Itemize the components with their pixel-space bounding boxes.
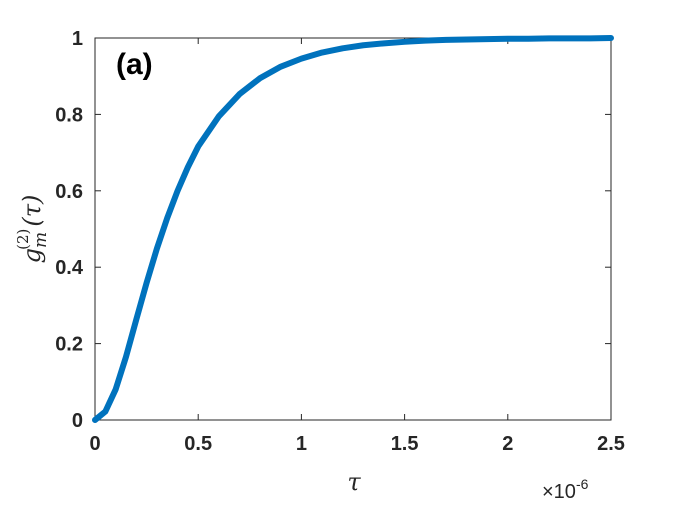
y-axis-label: gm(2) (τ)	[14, 195, 51, 264]
x-axis-label: τ	[347, 468, 361, 496]
y-label-sub: m	[31, 232, 51, 248]
y-label-arg: (τ)	[18, 195, 46, 227]
plot-area	[94, 37, 612, 421]
x-tick-label: 2.5	[597, 433, 625, 455]
y-tick-label: 0	[72, 410, 83, 432]
x-tick-label: 1	[296, 433, 307, 455]
y-tick-label: 0.2	[55, 334, 83, 356]
x-tick-label: 2	[502, 433, 513, 455]
y-tick-label: 0.4	[55, 257, 84, 279]
x-axis-ticks: 0 0.5 1 1.5 2 2.5	[89, 38, 625, 455]
y-axis-ticks: 0 0.2 0.4 0.6 0.8 1	[55, 28, 611, 432]
panel-label: (a)	[116, 48, 153, 81]
y-tick-label: 0.6	[55, 181, 83, 203]
x-tick-label: 1.5	[391, 433, 419, 455]
y-label-sup: (2)	[14, 229, 32, 250]
x-tick-label: 0.5	[184, 433, 212, 455]
x-tick-label: 0	[89, 433, 100, 455]
svg-text:gm(2)(τ): gm(2) (τ)	[14, 195, 51, 264]
x-exponent-power: -6	[576, 476, 589, 492]
y-tick-label: 0.8	[55, 104, 83, 126]
y-tick-label: 1	[72, 28, 83, 50]
y-label-base: g	[18, 248, 46, 263]
x-exponent: ×10-6	[542, 476, 589, 503]
x-exponent-prefix: ×10	[542, 481, 576, 503]
series-line	[92, 35, 614, 423]
